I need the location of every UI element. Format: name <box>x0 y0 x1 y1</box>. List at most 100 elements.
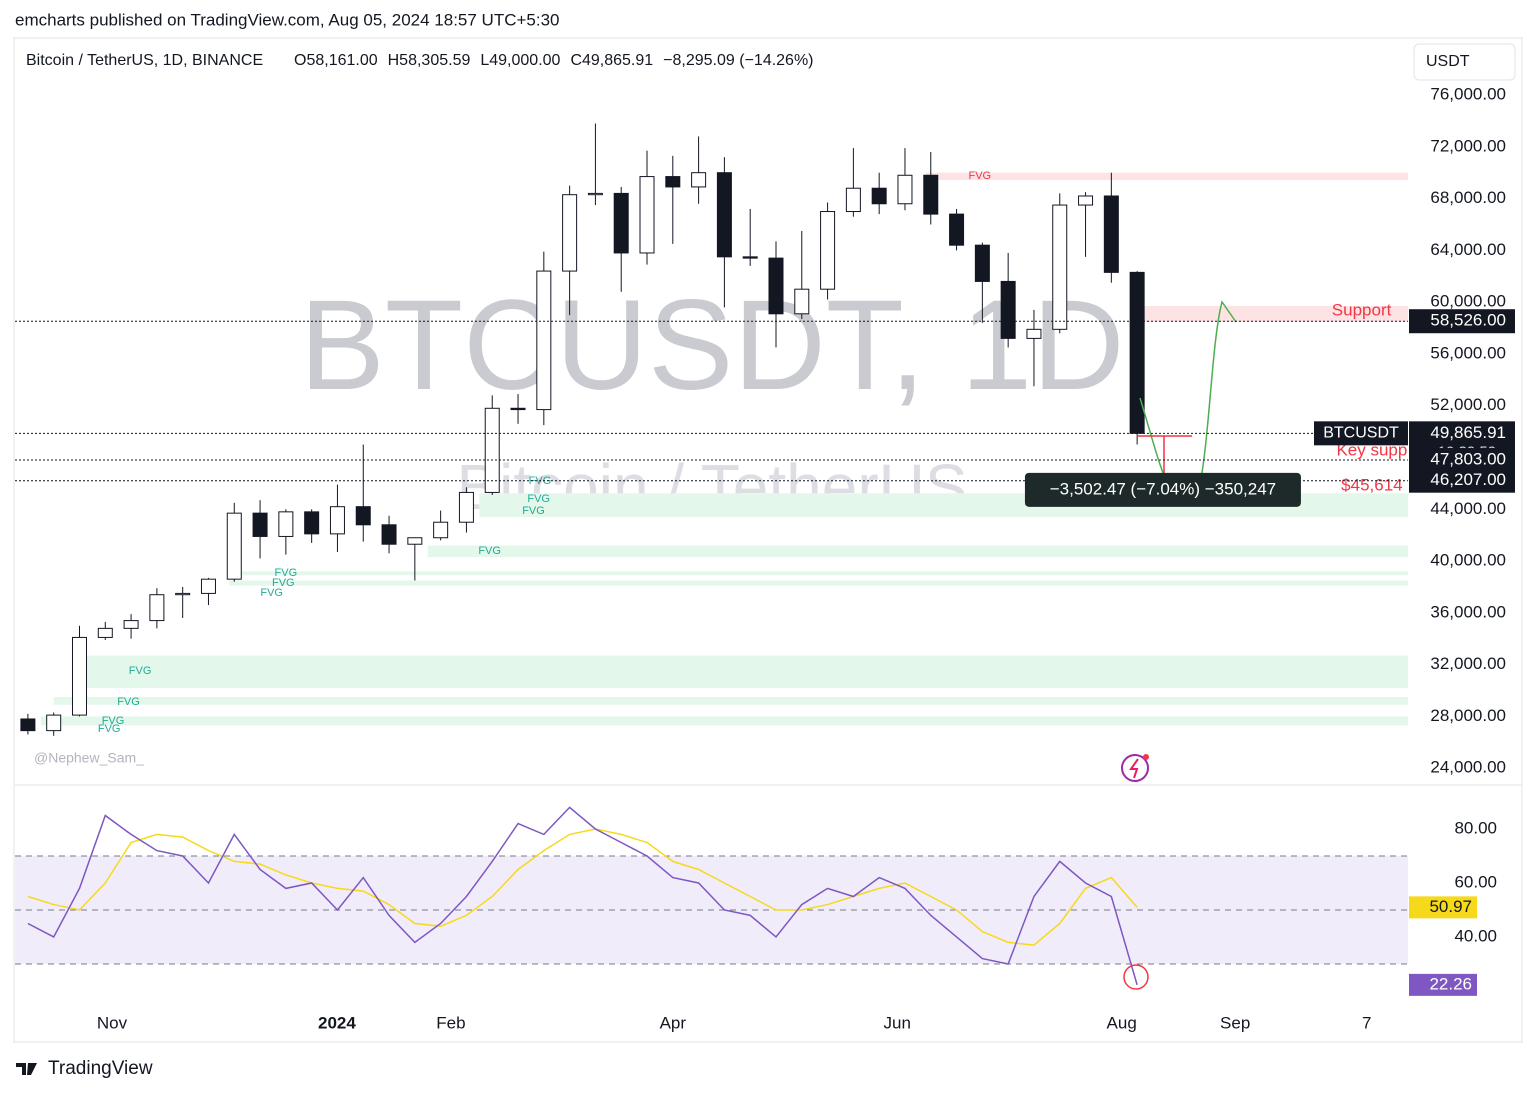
symbol-box <box>1314 421 1408 446</box>
ohlc-legend: O58,161.00 H58,305.59 L49,000.00 C49,865.91… <box>294 52 814 69</box>
rsi-line <box>27 806 1138 986</box>
candle-body <box>587 192 603 196</box>
annotation: FVG <box>478 545 501 557</box>
x-tick-label: Jun <box>884 1013 911 1032</box>
candle-body <box>742 256 758 259</box>
y-tick-label: 36,000.00 <box>1430 602 1506 621</box>
y-tick-label: 68,000.00 <box>1430 188 1506 207</box>
measure-arrow <box>1138 435 1192 483</box>
candle-body <box>278 511 294 537</box>
candle-body <box>639 176 655 254</box>
fvg-zone <box>1134 306 1408 323</box>
level-label: 47,803.00 <box>1430 450 1506 469</box>
level-label: 58,526.00 <box>1430 311 1506 330</box>
candle-body <box>484 407 500 493</box>
price-plot: BTCUSDT, 1D Bitcoin / TetherUS FVGFVGFVG… <box>20 123 1408 736</box>
y-tick-label: 24,000.00 <box>1430 758 1506 777</box>
measure-box <box>1024 472 1301 507</box>
last-value-box <box>1409 896 1477 919</box>
fvg-zone <box>229 580 1408 586</box>
ohlc-value: H58,305.59 <box>388 52 471 69</box>
fvg-zone <box>427 545 1408 558</box>
x-tick-label: 2024 <box>318 1013 356 1032</box>
candle-body <box>97 627 113 638</box>
x-tick-label: Apr <box>660 1013 687 1032</box>
x-tick-label: Nov <box>97 1013 128 1032</box>
candle-body <box>1000 280 1016 339</box>
ohlc-value: C49,865.91 <box>570 52 653 69</box>
annotation: FVG <box>117 696 140 708</box>
ohlc-value: L49,000.00 <box>480 52 560 69</box>
annotation: FVG <box>275 567 298 579</box>
rsi-line <box>27 828 1138 946</box>
candle-body <box>1052 204 1068 330</box>
last-value: 22.26 <box>1429 974 1472 993</box>
x-tick-label: Aug <box>1107 1013 1137 1032</box>
candle-body <box>149 594 165 622</box>
ohlc-value: O58,161.00 <box>294 52 378 69</box>
x-tick-label: Feb <box>436 1013 465 1032</box>
rsi-tick-label: 40.00 <box>1454 926 1497 945</box>
candle-body <box>1129 271 1145 434</box>
y-tick-label: 40,000.00 <box>1430 551 1506 570</box>
symbol: Bitcoin / TetherUS, 1D, BINANCE <box>26 52 263 69</box>
candle-body <box>1026 328 1042 339</box>
level-label: 49,865.91 <box>1430 423 1506 442</box>
rsi-tick-label: 60.00 <box>1454 872 1497 891</box>
projection-path <box>1139 300 1237 487</box>
annotation: FVG <box>102 715 125 727</box>
candle-body <box>458 491 474 523</box>
fvg-zone <box>40 716 1408 726</box>
level-label: 46,207.00 <box>1430 470 1506 489</box>
y-tick-label: 64,000.00 <box>1430 240 1506 259</box>
annotation: FVG <box>272 577 295 589</box>
last-value-box <box>1409 973 1477 996</box>
candle-body <box>46 714 62 732</box>
currency[interactable]: USDT <box>1426 53 1470 70</box>
y-tick-label: 60,000.00 <box>1430 292 1506 311</box>
y-tick-label: 76,000.00 <box>1430 85 1506 104</box>
fvg-zone <box>79 655 1408 688</box>
brand-logo <box>16 1063 37 1075</box>
annotation: Key supp <box>1336 441 1407 460</box>
fvg-zone <box>229 571 1408 576</box>
candle-body <box>665 176 681 188</box>
candle-body <box>613 192 629 254</box>
annotation: $45,614 <box>1341 476 1402 495</box>
candle-body <box>536 270 552 411</box>
candle-body <box>175 592 191 596</box>
candle-body <box>20 718 36 732</box>
candle-body <box>123 620 139 629</box>
fvg-zone <box>53 696 1408 705</box>
candle-body <box>71 636 87 716</box>
candle-body <box>897 174 913 205</box>
y-tick-label: 32,000.00 <box>1430 654 1506 673</box>
candle-body <box>1103 195 1119 273</box>
candle-body <box>381 524 397 545</box>
annotation: FVG <box>98 723 121 735</box>
candle-body <box>949 213 965 246</box>
annotation: FVG <box>522 505 545 517</box>
currency-button[interactable] <box>1413 43 1516 81</box>
icon-bolt <box>1129 758 1139 779</box>
candle-body <box>304 511 320 535</box>
rsi-tick-label: 80.00 <box>1454 818 1497 837</box>
candle-body <box>562 194 578 272</box>
y-tick-label: 56,000.00 <box>1430 343 1506 362</box>
y-tick-label: 44,000.00 <box>1430 499 1506 518</box>
ohlc-value: −8,295.09 (−14.26%) <box>663 52 813 69</box>
candle-body <box>974 244 990 282</box>
icon[interactable] <box>1121 754 1149 782</box>
candle-body <box>716 172 732 258</box>
candle-body <box>407 537 423 545</box>
y-tick-label: 72,000.00 <box>1430 136 1506 155</box>
symbol-label: BTCUSDT <box>1323 425 1399 442</box>
annotation: FVG <box>260 587 283 599</box>
annotation: Support <box>1332 301 1392 320</box>
candle-body <box>845 187 861 213</box>
oversold-circle <box>1123 964 1149 990</box>
level-box <box>1409 468 1515 493</box>
candle-body <box>768 257 784 315</box>
